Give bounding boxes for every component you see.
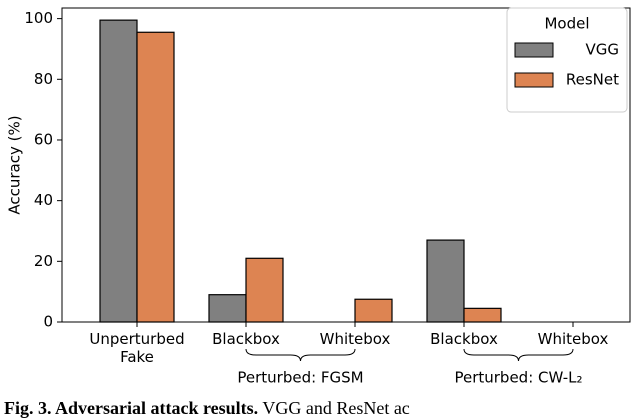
- group-bracket: [463, 348, 574, 362]
- x-tick-label: Whitebox: [319, 330, 391, 348]
- y-tick-label: 20: [34, 252, 53, 270]
- y-tick-label: 100: [24, 9, 53, 27]
- legend-title: Model: [544, 15, 589, 33]
- legend-label: VGG: [585, 41, 619, 59]
- y-tick-label: 60: [34, 130, 53, 148]
- bar: [463, 307, 502, 323]
- legend-swatch: [514, 42, 554, 58]
- bar: [426, 239, 465, 323]
- group-label: Perturbed: CW-L₂: [454, 369, 582, 387]
- y-axis-label: Accuracy (%): [6, 115, 24, 214]
- bar: [99, 19, 138, 323]
- bar: [208, 294, 247, 323]
- bar: [136, 31, 175, 323]
- x-tick-label: Whitebox: [537, 330, 609, 348]
- caption-label: Fig. 3. Adversarial attack results.: [4, 398, 259, 418]
- y-tick-label: 40: [34, 191, 53, 209]
- y-tick-label: 80: [34, 70, 53, 88]
- caption: Fig. 3. Adversarial attack results. VGG …: [4, 398, 410, 419]
- bar: [245, 257, 284, 323]
- group-bracket: [245, 348, 356, 362]
- x-tick-label: Blackbox: [430, 330, 498, 348]
- x-tick-label: Blackbox: [212, 330, 280, 348]
- legend-label: ResNet: [566, 71, 619, 89]
- y-tick-label: 0: [43, 313, 53, 331]
- x-tick-label: Unperturbed Fake: [89, 330, 185, 366]
- bar: [354, 298, 393, 323]
- legend-swatch: [514, 72, 554, 88]
- plot-frame: [61, 7, 631, 323]
- caption-text: VGG and ResNet ac: [262, 398, 410, 418]
- group-label: Perturbed: FGSM: [237, 369, 363, 387]
